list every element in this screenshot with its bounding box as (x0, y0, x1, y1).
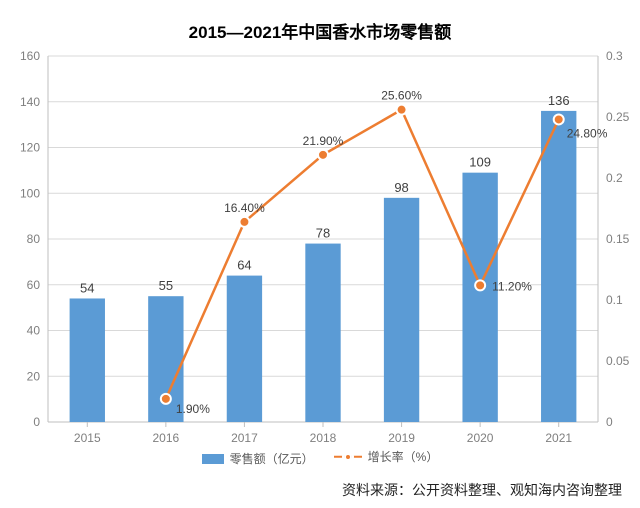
y-left-tick-label: 120 (20, 141, 40, 155)
line-marker (239, 217, 249, 227)
y-right-tick-label: 0.25 (606, 110, 630, 124)
bar (227, 276, 262, 422)
line-value-label: 25.60% (381, 89, 422, 103)
y-left-tick-label: 140 (20, 95, 40, 109)
chart-plot: 0 20 40 60 80 100 120 140 160 0 0.05 0.1 0.15 0.2 0.25… (0, 0, 640, 508)
bar-value-label: 64 (237, 258, 251, 273)
y-left-tick-label: 20 (27, 369, 41, 383)
bar-value-label: 98 (394, 180, 408, 195)
x-tick-label: 2018 (310, 431, 337, 445)
line-marker (475, 280, 485, 290)
x-tick-label: 2017 (231, 431, 258, 445)
bar-value-label: 109 (469, 155, 491, 170)
chart-legend: 零售额（亿元） 增长率（%） (0, 448, 640, 467)
chart-container: 2015—2021年中国香水市场零售额 02040608010012014016… (0, 0, 640, 508)
bar-value-label: 136 (548, 93, 570, 108)
y-right-tick-label: 0.2 (606, 171, 623, 185)
y-right-tick-label: 0.3 (606, 49, 623, 63)
bar-value-label: 78 (316, 226, 330, 241)
bar (305, 244, 340, 422)
x-tick-label: 2019 (388, 431, 415, 445)
line-marker (554, 114, 564, 124)
bar (541, 111, 576, 422)
y-left-tick-label: 100 (20, 186, 40, 200)
legend-swatch-line (334, 450, 362, 464)
line-value-label: 24.80% (567, 126, 608, 140)
line-value-label: 21.90% (303, 134, 344, 148)
bar (384, 198, 419, 422)
y-left-tick-label: 40 (27, 324, 41, 338)
bar-value-label: 55 (159, 278, 173, 293)
line-marker (318, 150, 328, 160)
growth-line (166, 110, 559, 399)
x-tick-label: 2016 (153, 431, 180, 445)
legend-item: 增长率（%） (334, 448, 439, 465)
line-value-label: 1.90% (176, 402, 210, 416)
y-left-tick-label: 160 (20, 49, 40, 63)
line-marker (397, 105, 407, 115)
x-tick-label: 2021 (545, 431, 572, 445)
bar (70, 298, 105, 422)
y-right-tick-label: 0.15 (606, 232, 630, 246)
y-right-tick-label: 0 (606, 415, 613, 429)
legend-item: 零售额（亿元） (202, 450, 314, 467)
x-tick-label: 2015 (74, 431, 101, 445)
bar (462, 173, 497, 422)
legend-swatch-bar (202, 454, 224, 464)
bar-value-label: 54 (80, 280, 94, 295)
legend-label: 零售额（亿元） (230, 450, 314, 467)
legend-label: 增长率（%） (368, 448, 439, 465)
x-tick-label: 2020 (467, 431, 494, 445)
line-value-label: 16.40% (224, 201, 265, 215)
y-right-tick-label: 0.05 (606, 354, 630, 368)
line-value-label: 11.20% (492, 279, 532, 293)
line-marker (161, 394, 171, 404)
y-right-tick-label: 0.1 (606, 293, 623, 307)
chart-source: 资料来源：公开资料整理、观知海内咨询整理 (342, 480, 622, 500)
y-left-tick-label: 0 (33, 415, 40, 429)
y-left-tick-label: 80 (27, 232, 41, 246)
y-left-tick-label: 60 (27, 278, 41, 292)
